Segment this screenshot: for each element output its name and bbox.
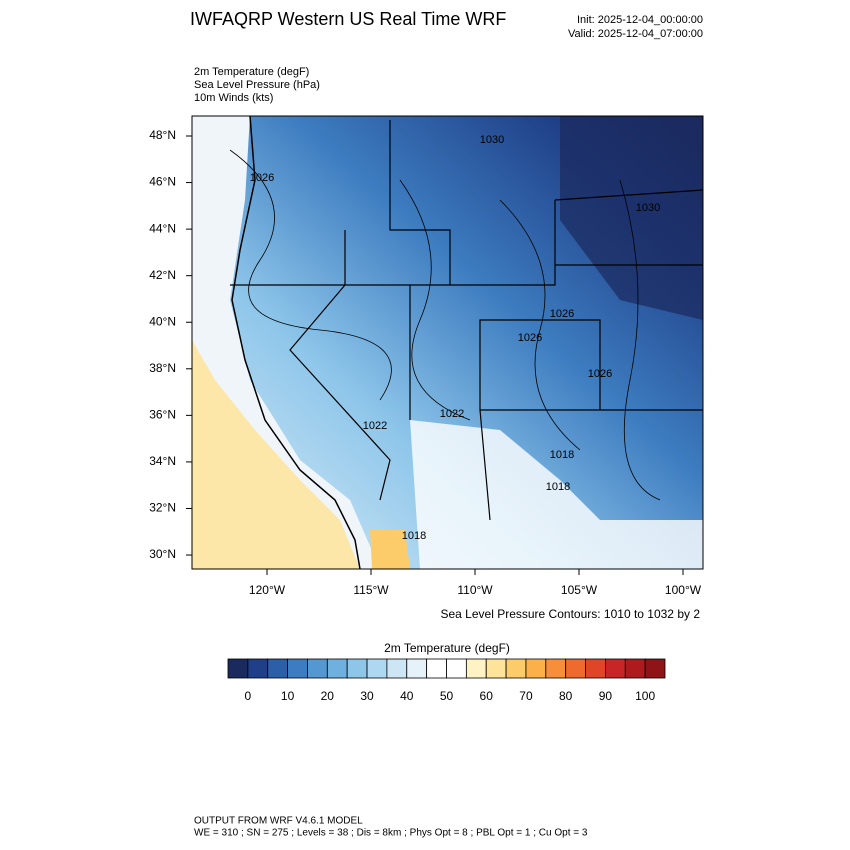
mild-area <box>410 420 703 569</box>
title: IWFAQRP Western US Real Time WRF <box>190 9 506 29</box>
colorbar-box <box>346 658 368 679</box>
lat-label: 42°N <box>149 268 176 282</box>
colorbar-label: 10 <box>281 689 295 703</box>
lon-label: 100°W <box>665 583 702 597</box>
colorbar-box <box>465 658 487 679</box>
contour-label: 1026 <box>588 368 612 380</box>
colorbar-box <box>525 658 547 679</box>
lon-label: 120°W <box>249 583 286 597</box>
colorbar-box <box>505 658 527 679</box>
contour-label: 1018 <box>550 449 574 461</box>
colorbar-label: 90 <box>599 689 613 703</box>
colorbar-label: 60 <box>480 689 494 703</box>
contour-label: 1022 <box>440 408 464 420</box>
map-field <box>192 116 703 569</box>
contour-label: 1030 <box>480 134 504 146</box>
colorbar-box <box>227 658 249 679</box>
colorbar-title: 2m Temperature (degF) <box>384 641 510 655</box>
colorbar-box <box>624 658 646 679</box>
colorbar-box <box>426 658 447 679</box>
colorbar-label: 0 <box>245 689 252 703</box>
colorbar-box <box>485 658 507 679</box>
colorbar-box <box>545 658 567 679</box>
colorbar-box <box>585 658 606 679</box>
coastline <box>231 116 361 569</box>
contour-label: 1026 <box>550 308 574 320</box>
colorbar-box <box>386 658 408 679</box>
lon-label: 110°W <box>457 583 493 597</box>
lon-label: 115°W <box>353 583 389 597</box>
contour-note: Sea Level Pressure Contours: 1010 to 103… <box>441 607 701 621</box>
dynamic-layer: 48°N 46°N 44°N 42°N 40°N 38°N 36°N 34°N 32°N 30°N… <box>149 128 702 703</box>
contour-label: 1030 <box>636 202 660 214</box>
state-borders <box>230 120 703 521</box>
field-label: Sea Level Pressure (hPa) <box>194 79 320 91</box>
warm-area <box>192 340 360 569</box>
colorbar-box <box>446 658 467 679</box>
cold-area <box>560 116 703 320</box>
lat-label: 30°N <box>149 547 176 561</box>
colorbar-box <box>287 658 308 679</box>
contour-label: 1026 <box>250 172 274 184</box>
warm-area <box>370 530 410 569</box>
lat-label: 40°N <box>149 314 176 328</box>
lat-label: 46°N <box>149 175 176 189</box>
contour-label: 1018 <box>402 530 426 542</box>
valid-time: Valid: 2025-12-04_07:00:00 <box>568 28 703 40</box>
lat-label: 36°N <box>149 408 176 422</box>
lat-label: 32°N <box>149 501 176 515</box>
colorbar-box <box>605 658 626 679</box>
colorbar-box <box>644 658 666 679</box>
colorbar-box <box>366 658 388 679</box>
footer-line: WE = 310 ; SN = 275 ; Levels = 38 ; Dis … <box>194 828 588 839</box>
lat-label: 48°N <box>149 128 176 142</box>
pressure-contours <box>229 149 661 501</box>
colorbar-box <box>406 658 428 679</box>
contour-label: 1018 <box>546 481 570 493</box>
field-label: 10m Winds (kts) <box>194 92 273 104</box>
init-time: Init: 2025-12-04_00:00:00 <box>577 14 703 26</box>
lat-label: 38°N <box>149 361 176 375</box>
lat-label: 44°N <box>149 221 176 235</box>
colorbar-label: 80 <box>559 689 573 703</box>
footer-line: OUTPUT FROM WRF V4.6.1 MODEL <box>194 816 363 827</box>
colorbar-box <box>267 658 288 679</box>
colorbar-label: 30 <box>360 689 374 703</box>
colorbar-label: 100 <box>635 689 655 703</box>
lat-label: 34°N <box>149 454 176 468</box>
colorbar-label: 20 <box>321 689 335 703</box>
colorbar-label: 70 <box>519 689 533 703</box>
contour-label: 1026 <box>518 332 542 344</box>
colorbar-box <box>247 658 269 679</box>
field-label: 2m Temperature (degF) <box>194 66 309 78</box>
colorbar-box <box>307 658 328 679</box>
lon-label: 105°W <box>561 583 598 597</box>
map-frame <box>191 115 704 570</box>
colorbar-box <box>326 658 348 679</box>
colorbar-label: 50 <box>440 689 454 703</box>
colorbar-label: 40 <box>400 689 414 703</box>
contour-label: 1022 <box>363 420 387 432</box>
colorbar-box <box>565 658 586 679</box>
